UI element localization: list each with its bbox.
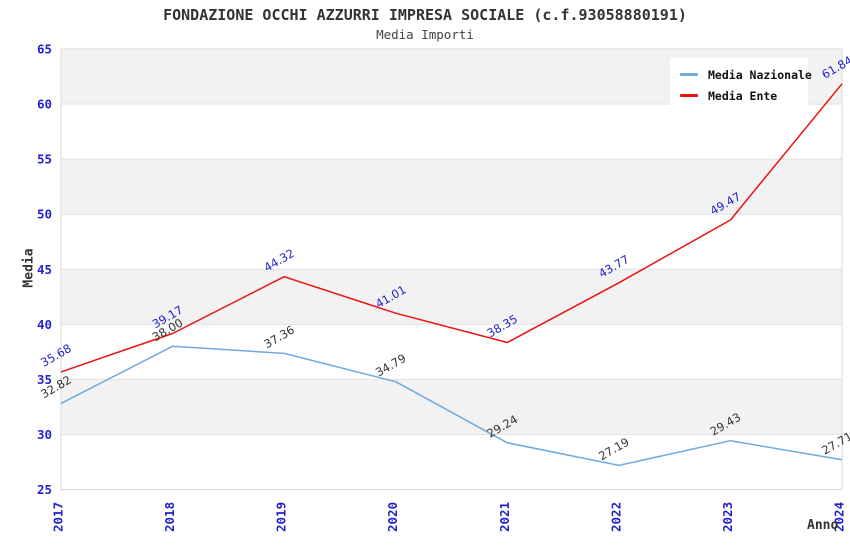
- plot-band: [61, 159, 842, 215]
- x-tick-label: 2022: [608, 502, 623, 532]
- point-label-media-nazionale: 37.36: [261, 323, 297, 352]
- series-line-media-ente: [60, 83, 843, 373]
- y-tick-label: 50: [37, 207, 52, 222]
- x-tick-label: 2019: [274, 502, 289, 532]
- y-tick-label: 45: [37, 262, 52, 277]
- series-line-media-nazionale: [60, 345, 843, 467]
- y-tick-label: 60: [37, 97, 52, 112]
- legend-label: Media Ente: [708, 88, 778, 103]
- plot-band: [61, 269, 842, 325]
- x-axis-title: Anno: [807, 518, 839, 533]
- y-tick-label: 30: [37, 427, 52, 442]
- y-tick-label: 25: [37, 482, 52, 497]
- legend-item-media-nazionale: Media Nazionale: [680, 66, 812, 83]
- point-label-media-ente: 35.68: [38, 341, 74, 370]
- y-tick-label: 35: [37, 372, 52, 387]
- y-tick-label: 40: [37, 317, 52, 332]
- y-tick-label: 65: [37, 42, 52, 57]
- chart-subtitle: Media Importi: [376, 27, 474, 42]
- legend: Media Nazionale Media Ente: [670, 58, 812, 111]
- point-label-media-nazionale: 27.19: [596, 435, 632, 464]
- x-tick-label: 2017: [51, 502, 66, 532]
- x-tick-label: 2018: [162, 502, 177, 532]
- y-tick-label: 55: [37, 152, 52, 167]
- chart-title: FONDAZIONE OCCHI AZZURRI IMPRESA SOCIALE…: [163, 6, 687, 24]
- legend-line-swatch-blue: [680, 73, 698, 76]
- x-tick-label: 2023: [720, 502, 735, 532]
- x-tick-label: 2021: [497, 502, 512, 532]
- plot-band: [61, 379, 842, 435]
- point-label-media-nazionale: 34.79: [373, 351, 409, 380]
- legend-item-media-ente: Media Ente: [680, 87, 798, 104]
- x-tick-label: 2020: [385, 502, 400, 532]
- y-axis-title: Media: [21, 248, 37, 288]
- legend-label: Media Nazionale: [708, 67, 812, 82]
- x-tick-label: 2024: [832, 502, 847, 532]
- legend-line-swatch-red: [680, 94, 698, 97]
- plot-border: [60, 48, 843, 490]
